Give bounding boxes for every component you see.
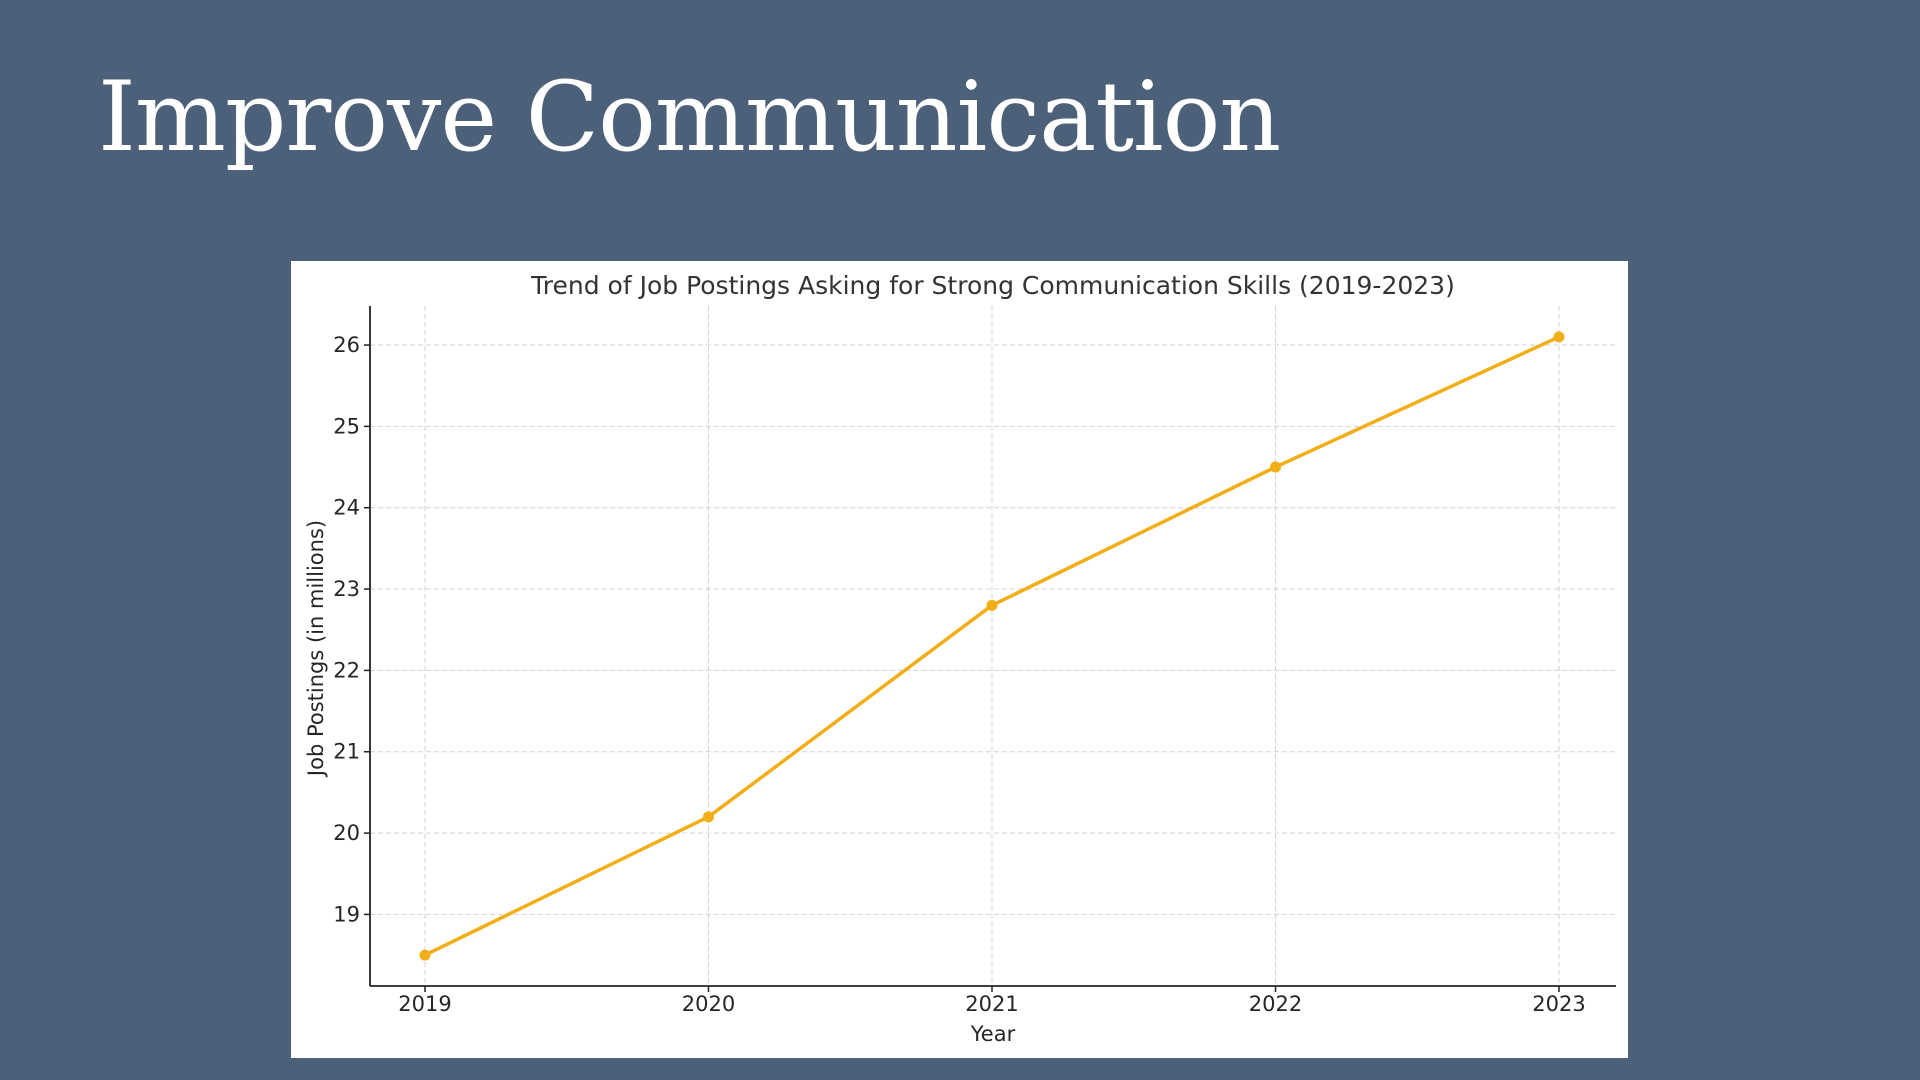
y-tick-label: 24 — [333, 496, 360, 520]
grid-layer — [370, 306, 1616, 986]
x-axis-label: Year — [970, 1022, 1016, 1046]
label-layer: Trend of Job Postings Asking for Strong … — [304, 271, 1455, 1046]
series-layer — [419, 331, 1565, 961]
y-tick-label: 19 — [333, 902, 360, 926]
x-tick-label: 2020 — [682, 992, 735, 1016]
chart-title: Trend of Job Postings Asking for Strong … — [530, 271, 1455, 300]
y-tick-label: 22 — [333, 658, 360, 682]
y-axis-label: Job Postings (in millions) — [304, 520, 328, 778]
y-tick-label: 20 — [333, 821, 360, 845]
chart-panel: 19 20 21 22 23 24 25 26 2019 2020 2021 2022 2023 Tre… — [291, 261, 1628, 1058]
data-point — [986, 599, 998, 611]
x-tick-label: 2021 — [965, 992, 1018, 1016]
data-point — [1553, 331, 1565, 343]
y-tick-label: 23 — [333, 577, 360, 601]
slide-title: Improve Communication — [98, 61, 1281, 173]
data-point — [703, 811, 714, 823]
y-tick-label: 26 — [333, 333, 360, 357]
x-tick-label: 2023 — [1532, 992, 1585, 1016]
x-tick-label: 2019 — [398, 992, 451, 1016]
y-tick-label: 21 — [333, 740, 360, 764]
y-tick-label: 25 — [333, 414, 360, 438]
x-tick-label: 2022 — [1249, 992, 1302, 1016]
data-point — [419, 949, 431, 961]
data-point — [1270, 461, 1281, 473]
